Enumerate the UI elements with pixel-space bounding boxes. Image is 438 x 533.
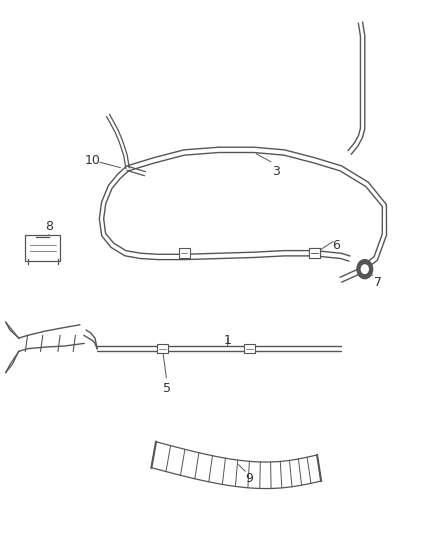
FancyBboxPatch shape xyxy=(25,235,60,261)
Circle shape xyxy=(361,265,368,273)
Text: 10: 10 xyxy=(85,154,101,167)
Text: 9: 9 xyxy=(246,472,254,485)
Bar xyxy=(309,248,320,258)
Text: 6: 6 xyxy=(332,239,340,252)
Bar xyxy=(244,344,255,353)
Bar xyxy=(157,344,168,353)
Text: 8: 8 xyxy=(45,220,53,233)
Text: 7: 7 xyxy=(374,276,382,289)
Bar xyxy=(179,248,190,258)
Text: 5: 5 xyxy=(163,382,171,395)
Text: 3: 3 xyxy=(272,165,279,177)
Circle shape xyxy=(357,260,373,279)
Bar xyxy=(309,248,320,258)
Text: 1: 1 xyxy=(224,334,232,347)
